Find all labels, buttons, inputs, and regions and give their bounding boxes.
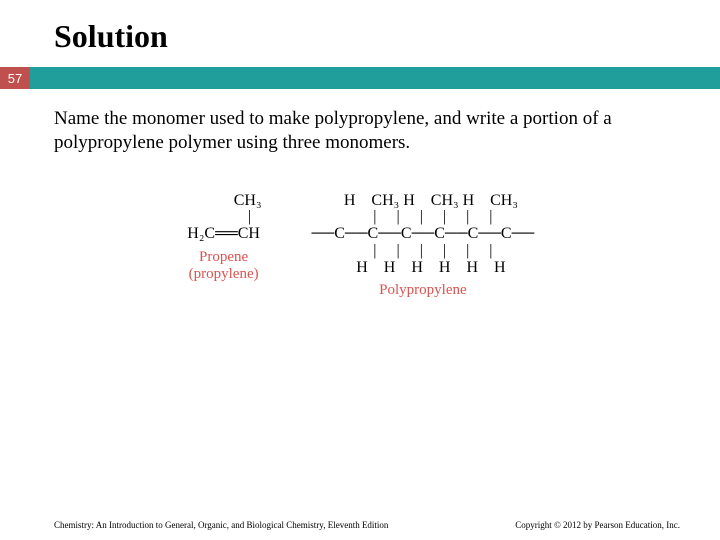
footer-right: Copyright © 2012 by Pearson Education, I…	[515, 520, 680, 530]
monomer-block: CH₃ | H₂C══CH Propene (propylene)	[186, 193, 262, 300]
footer-left: Chemistry: An Introduction to General, O…	[54, 520, 388, 530]
monomer-name1: Propene	[199, 249, 248, 265]
polymer-structure: H CH₃ H CH₃ H CH₃ | | | | | | ──C──C──C─…	[312, 193, 535, 277]
monomer-structure: CH₃ | H₂C══CH	[186, 193, 262, 243]
page-number-badge: 57	[0, 67, 30, 89]
polymer-caption: Polypropylene	[312, 282, 535, 299]
chemical-diagram: CH₃ | H₂C══CH Propene (propylene) H CH₃ …	[0, 193, 720, 300]
footer: Chemistry: An Introduction to General, O…	[0, 520, 720, 530]
body-text: Name the monomer used to make polypropyl…	[0, 89, 720, 155]
polymer-block: H CH₃ H CH₃ H CH₃ | | | | | | ──C──C──C─…	[312, 193, 535, 300]
polymer-name: Polypropylene	[379, 282, 467, 298]
monomer-caption: Propene (propylene)	[186, 249, 262, 283]
monomer-name2: (propylene)	[189, 266, 259, 282]
slide-title: Solution	[0, 0, 720, 67]
header-bar: 57	[0, 67, 720, 89]
accent-bar	[30, 67, 720, 89]
